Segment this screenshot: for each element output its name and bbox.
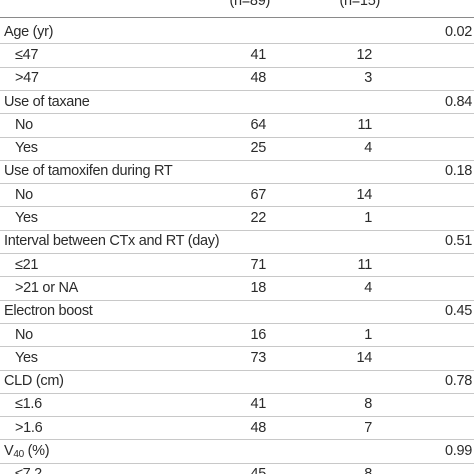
row-sublabel: ≤47 bbox=[15, 46, 39, 63]
row-rule bbox=[0, 89, 474, 91]
row-rule bbox=[0, 439, 474, 441]
count-cell: 67 bbox=[250, 186, 266, 203]
header-cell: (n=15) bbox=[339, 0, 380, 9]
row-rule bbox=[0, 253, 474, 254]
count-cell: 18 bbox=[250, 279, 266, 296]
count-cell: 14 bbox=[356, 349, 372, 366]
count-cell: 22 bbox=[250, 210, 266, 227]
row-sublabel: ≤21 bbox=[15, 256, 39, 273]
p-value: 0.45 bbox=[444, 303, 472, 320]
p-value: 0.78 bbox=[444, 373, 472, 390]
row-rule bbox=[0, 43, 474, 45]
header-rule bbox=[0, 17, 474, 18]
label-part: 40 bbox=[13, 449, 24, 461]
row-sublabel: ≤7.2 bbox=[15, 465, 42, 474]
p-value: 0.02 bbox=[444, 23, 472, 40]
count-cell: 1 bbox=[364, 210, 372, 227]
row-label: V40 (%) bbox=[4, 442, 50, 464]
row-rule bbox=[0, 462, 474, 464]
row-sublabel: No bbox=[15, 186, 33, 203]
count-cell: 41 bbox=[250, 46, 266, 63]
count-cell: 25 bbox=[250, 140, 266, 157]
row-rule bbox=[0, 136, 474, 138]
label-part: (%) bbox=[23, 443, 50, 460]
row-rule bbox=[0, 183, 474, 185]
row-rule bbox=[0, 229, 474, 231]
count-cell: 14 bbox=[356, 186, 372, 203]
count-cell: 8 bbox=[300, 465, 372, 474]
count-cell: 45 bbox=[200, 465, 266, 474]
p-value: 0.51 bbox=[444, 233, 472, 250]
row-rule bbox=[0, 346, 474, 348]
label-part: V bbox=[4, 443, 14, 460]
row-sublabel: Yes bbox=[15, 210, 38, 227]
count-cell: 11 bbox=[357, 256, 373, 273]
row-rule bbox=[0, 276, 474, 278]
row-rule bbox=[0, 392, 474, 394]
row-label: Use of taxane bbox=[4, 93, 90, 110]
row-label: Age (yr) bbox=[4, 23, 54, 40]
p-value: 0.18 bbox=[444, 163, 472, 180]
count-cell: 4 bbox=[364, 279, 372, 296]
row-label: CLD (cm) bbox=[4, 373, 64, 390]
row-rule bbox=[0, 416, 474, 418]
p-value: 0.99 bbox=[444, 443, 472, 460]
count-cell: 12 bbox=[356, 46, 372, 63]
row-sublabel: Yes bbox=[15, 349, 38, 366]
count-cell: 48 bbox=[250, 419, 266, 436]
row-label: Use of tamoxifen during RT bbox=[4, 163, 173, 180]
count-cell: 8 bbox=[364, 396, 372, 413]
row-label: Interval between CTx and RT (day) bbox=[4, 233, 220, 250]
row-rule bbox=[0, 322, 474, 324]
row-rule bbox=[0, 113, 474, 115]
count-cell: 11 bbox=[357, 116, 373, 133]
row-sublabel: No bbox=[15, 116, 33, 133]
header-cell: (n=89) bbox=[229, 0, 270, 9]
row-sublabel: ≤1.6 bbox=[15, 396, 42, 413]
count-cell: 1 bbox=[364, 326, 372, 343]
row-rule bbox=[0, 66, 474, 68]
row-sublabel: Yes bbox=[15, 140, 38, 157]
row-rule bbox=[0, 299, 474, 301]
row-sublabel: >47 bbox=[15, 70, 39, 87]
count-cell: 73 bbox=[250, 349, 266, 366]
row-rule bbox=[0, 159, 474, 161]
count-cell: 48 bbox=[250, 70, 266, 87]
count-cell: 4 bbox=[364, 140, 372, 157]
row-sublabel: >1.6 bbox=[15, 419, 43, 436]
count-cell: 7 bbox=[364, 419, 372, 436]
row-sublabel: >21 or NA bbox=[15, 279, 78, 296]
count-cell: 3 bbox=[364, 70, 372, 87]
count-cell: 16 bbox=[250, 326, 266, 343]
row-label: Electron boost bbox=[4, 303, 93, 320]
count-cell: 41 bbox=[250, 396, 266, 413]
p-value: 0.84 bbox=[444, 93, 472, 110]
row-rule bbox=[0, 206, 474, 208]
row-rule bbox=[0, 369, 474, 371]
count-cell: 64 bbox=[250, 116, 266, 133]
row-sublabel: No bbox=[15, 326, 33, 343]
count-cell: 71 bbox=[250, 256, 266, 273]
